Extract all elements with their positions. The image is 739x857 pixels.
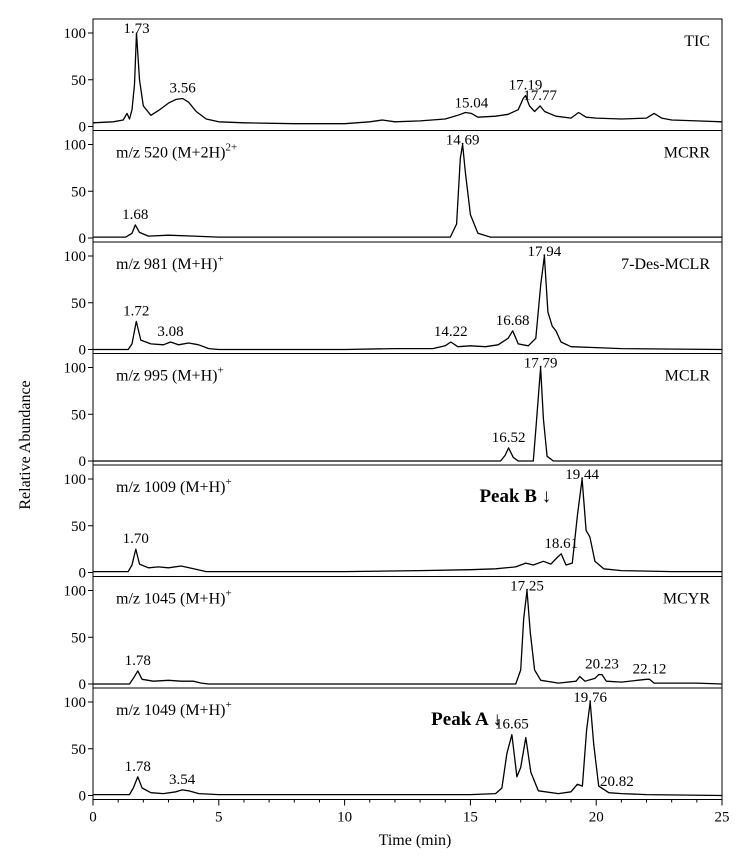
x-tick-label: 0 [89, 810, 97, 826]
peak-label: 3.54 [169, 772, 196, 788]
peak-label: 1.73 [123, 21, 149, 37]
y-tick-label: 100 [64, 695, 87, 711]
peak-label: 1.68 [122, 207, 148, 223]
trace-line [93, 478, 722, 573]
peak-label: 18.61 [544, 536, 578, 552]
y-tick-label: 50 [71, 742, 86, 758]
peak-label: 14.22 [434, 324, 468, 340]
y-tick-label: 50 [71, 407, 86, 423]
ion-label: m/z 981 (M+H)+ [116, 253, 224, 273]
y-tick-label: 100 [64, 472, 87, 488]
peak-label: 16.52 [492, 430, 526, 446]
y-tick-label: 50 [71, 519, 86, 535]
ion-label: m/z 1045 (M+H)+ [116, 588, 232, 608]
y-tick-label: 50 [71, 296, 86, 312]
x-tick-label: 25 [715, 810, 730, 826]
y-tick-label: 0 [79, 343, 87, 359]
peak-label: 16.65 [495, 717, 529, 733]
panel-2: 0 50 100 m/z 520 (M+2H)2+ MCRR 1.68 14.69 [64, 130, 723, 247]
compound-name: MCRR [664, 145, 711, 162]
x-axis-title: Time (min) [379, 832, 452, 849]
x-tick-label: 10 [337, 810, 352, 826]
peak-label: 3.08 [157, 324, 183, 340]
peak-label: 16.68 [496, 313, 530, 329]
y-tick-label: 100 [64, 138, 87, 154]
peak-label: 20.82 [600, 774, 634, 790]
y-tick-label: 100 [64, 361, 87, 377]
compound-name: MCYR [663, 591, 710, 608]
peak-label: 1.78 [125, 759, 151, 775]
panel-6: 0 50 100 m/z 1045 (M+H)+ MCYR 1.78 17.25 20.23 2… [64, 576, 723, 693]
trace-line [93, 255, 723, 351]
peak-label: 14.69 [446, 133, 480, 149]
y-axis-title: Relative Abundance [17, 380, 34, 509]
panel-frame [92, 18, 723, 131]
y-tick-label: 0 [79, 789, 87, 805]
x-axis: 0 5 10 15 20 25 [89, 799, 730, 826]
y-tick-label: 0 [79, 566, 87, 582]
peak-label: 19.76 [573, 690, 607, 706]
y-tick-label: 0 [79, 120, 87, 136]
x-tick-label: 15 [463, 810, 478, 826]
peak-label: 17.77 [523, 88, 557, 104]
peak-label: 22.12 [633, 661, 667, 677]
compound-name: MCLR [665, 368, 711, 385]
peak-label: 1.70 [123, 531, 149, 547]
peak-marker: Peak A ↓ [431, 709, 502, 730]
y-tick-label: 50 [71, 184, 86, 200]
peak-label: 17.25 [510, 579, 544, 595]
y-tick-label: 0 [79, 454, 87, 470]
peak-label: 17.19 [509, 78, 543, 94]
peak-label: 1.72 [123, 303, 149, 319]
peak-label: 17.94 [527, 244, 561, 260]
peak-label: 17.79 [524, 356, 558, 372]
ion-label: m/z 1009 (M+H)+ [116, 476, 232, 496]
peak-label: 19.44 [565, 467, 599, 483]
peak-label: 15.04 [455, 95, 489, 111]
y-tick-label: 100 [64, 249, 87, 265]
y-tick-label: 100 [64, 584, 87, 600]
peak-marker: Peak B ↓ [479, 486, 551, 507]
panel-frame [92, 687, 723, 800]
x-tick-label: 5 [215, 810, 223, 826]
compound-name: 7-Des-MCLR [621, 256, 710, 273]
trace-line [93, 589, 723, 685]
ion-label: m/z 995 (M+H)+ [116, 365, 224, 385]
panel-7: 0 50 100 m/z 1049 (M+H)+ 1.78 3.54 16.65 19.76 2… [64, 687, 723, 805]
y-tick-label: 0 [79, 231, 87, 247]
panel-3: 0 50 100 m/z 981 (M+H)+ 7-Des-MCLR 1.72 3.08 14… [64, 241, 723, 359]
compound-name: TIC [684, 33, 710, 50]
y-tick-label: 50 [71, 630, 86, 646]
y-tick-label: 0 [79, 677, 87, 693]
peak-label: 3.56 [169, 80, 196, 96]
peak-label: 1.78 [125, 653, 151, 669]
ion-label: m/z 1049 (M+H)+ [116, 699, 232, 719]
x-tick-label: 20 [589, 810, 604, 826]
trace-line [93, 366, 722, 462]
panel-5: 0 50 100 m/z 1009 (M+H)+ 1.70 18.61 19.44 Peak … [64, 464, 723, 582]
panel-4: 0 50 100 m/z 995 (M+H)+ MCLR 16.52 17.79 [64, 353, 723, 470]
y-tick-label: 100 [64, 26, 87, 42]
trace-line [93, 143, 722, 238]
trace-line [93, 701, 723, 797]
ion-label: m/z 520 (M+2H)2+ [116, 142, 237, 162]
peak-label: 20.23 [585, 657, 619, 673]
trace-line [92, 32, 723, 125]
y-tick-label: 50 [71, 73, 86, 89]
